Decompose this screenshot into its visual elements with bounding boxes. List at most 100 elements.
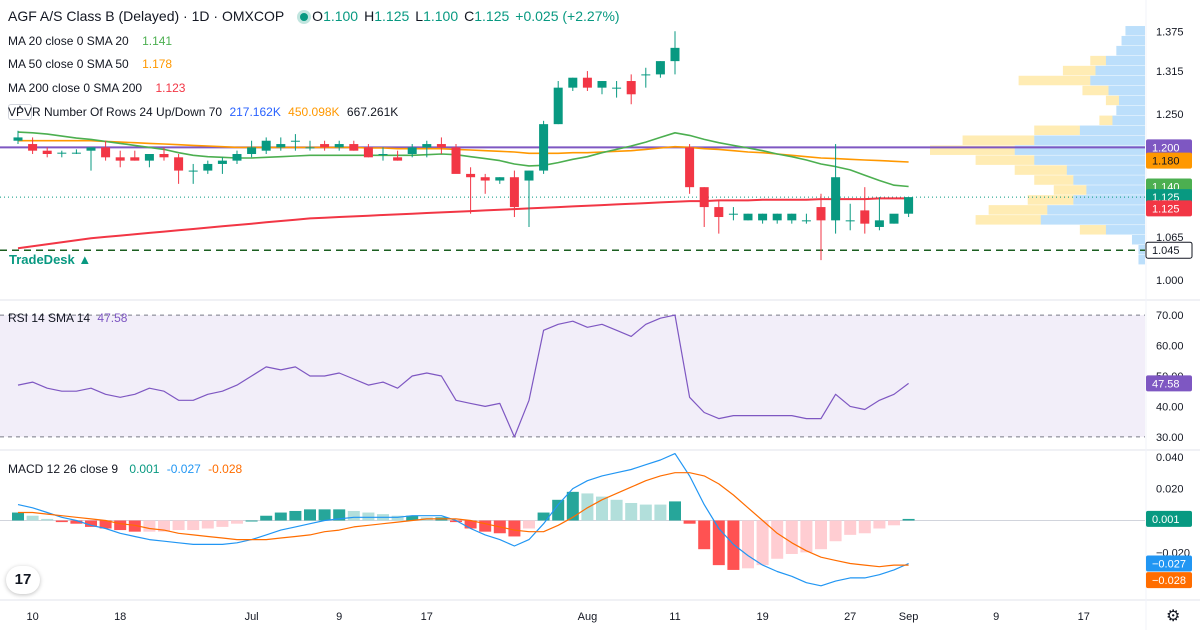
macd-histogram-bar [610,499,623,521]
macd-histogram-bar [260,515,273,521]
macd-histogram-bar [566,491,579,521]
macd-histogram-bar [698,520,711,550]
time-axis-tick: 27 [844,611,856,623]
macd-histogram-bar [12,512,24,521]
macd-histogram-bar [391,515,404,521]
macd-legend[interactable]: MACD 12 26 close 9 0.001 -0.027 -0.028 [8,461,246,477]
tradingview-logo[interactable]: 17 [6,566,40,594]
vp-bar-down [1073,175,1145,185]
vp-bar-up [1079,225,1106,235]
vp-bar-up [975,215,1041,225]
symbol-title[interactable]: AGF A/S Class B (Delayed) · 1D · OMXCOP [8,8,285,24]
candle-body [685,147,695,188]
gear-icon[interactable]: ⚙ [1166,608,1181,625]
collapse-legend-button[interactable]: ^ [8,104,32,120]
macd-tag: 0.001 [1146,510,1192,527]
macd-tag-bg [1146,555,1192,572]
triangle-up-icon: ▲ [78,252,92,267]
rsi-legend[interactable]: RSI 14 SMA 14 47.58 [8,310,131,326]
vp-bar-down [1095,65,1145,76]
macd-histogram-bar [464,520,477,529]
macd-histogram-bar [844,520,857,535]
macd-histogram-bar [318,509,331,521]
time-axis-tick: Jul [245,611,259,623]
market-status-dot [300,12,309,21]
high-value: 1.125 [374,8,410,24]
open-value: 1.100 [323,8,359,24]
macd-histogram-bar [128,520,141,532]
chevron-up-icon: ^ [17,105,23,116]
ma200-legend[interactable]: MA 200 close 0 SMA 200 1.123 [8,80,189,96]
ma50-legend[interactable]: MA 50 close 0 SMA 50 1.178 [8,56,176,72]
macd-histogram-bar [639,504,652,521]
macd-signal-line [18,472,909,568]
low-label: L [415,8,424,24]
candle-body [86,147,96,151]
price-tag: 1.045 [1145,241,1193,259]
candle-body [568,77,578,88]
candle-body [393,157,403,161]
vpvr-legend[interactable]: VPVR Number Of Rows 24 Up/Down 70 217.16… [8,104,402,120]
time-axis-tick: 17 [1078,611,1090,623]
macd-histogram-bar [523,520,535,529]
macd-histogram-bar [347,510,360,521]
price-axis-tick: 1.375 [1156,26,1184,38]
vp-bar-down [1105,55,1145,66]
macd-histogram-bar [902,518,915,521]
macd-tag: −0.027 [1146,555,1192,572]
vp-bar-up [1034,125,1080,136]
candle-body [422,144,432,148]
low-value: 1.100 [423,8,459,24]
macd-histogram-bar [70,520,83,524]
rsi-axis-tick: 30.00 [1156,432,1184,444]
macd-histogram-bar [99,520,112,529]
rsi-tag-text: 47.58 [1152,378,1180,390]
ma20-legend[interactable]: MA 20 close 0 SMA 20 1.141 [8,33,176,49]
macd-histogram-bar [450,520,462,523]
vp-bar-down [1066,165,1145,175]
macd-histogram-bar [829,520,842,542]
candle-body [261,140,271,151]
vp-bar-down [1079,125,1145,136]
candle-body [480,177,490,181]
vp-bar-down [1086,185,1145,195]
rsi-label: RSI 14 SMA 14 [8,311,91,325]
vp-bar-up [1082,85,1109,96]
candle-body [670,47,680,62]
rsi-axis-tick: 60.00 [1156,341,1184,353]
candle-body [188,170,198,172]
macd-histogram-bar [537,512,550,521]
vp-bar-down [1047,205,1145,215]
tradedesk-marker[interactable]: TradeDesk ▲ [9,252,91,267]
candle-body [758,213,768,221]
macd-line-value: -0.027 [166,462,201,476]
candle-body [466,173,476,178]
candle-body [42,150,52,154]
close-value: 1.125 [474,8,510,24]
candle-body [436,144,446,148]
macd-histogram-bar [815,520,827,550]
candle-body [641,74,651,76]
high-label: H [364,8,375,24]
macd-histogram-bar [625,502,638,521]
vpvr-total-value: 667.261K [346,105,399,119]
candle-body [276,144,286,148]
macd-hist-value: 0.001 [129,462,160,476]
price-tag-text: 1.125 [1152,203,1180,215]
macd-axis-tick: 0.020 [1156,484,1184,496]
macd-histogram-bar [158,520,170,532]
candle-body [13,137,23,141]
macd-tag-text: 0.001 [1152,514,1180,526]
vp-bar-down [1034,135,1145,145]
macd-tag-bg [1146,510,1192,527]
candle-body [217,160,227,164]
rsi-band [0,315,1145,437]
macd-line [17,453,909,587]
tradedesk-label: TradeDesk [9,252,75,267]
ma50-label: MA 50 close 0 SMA 50 [8,57,129,71]
price-axis-tick: 1.000 [1156,275,1184,287]
macd-histogram-bar [26,515,39,521]
candle-body [626,81,636,95]
vp-bar-down [1014,145,1145,155]
